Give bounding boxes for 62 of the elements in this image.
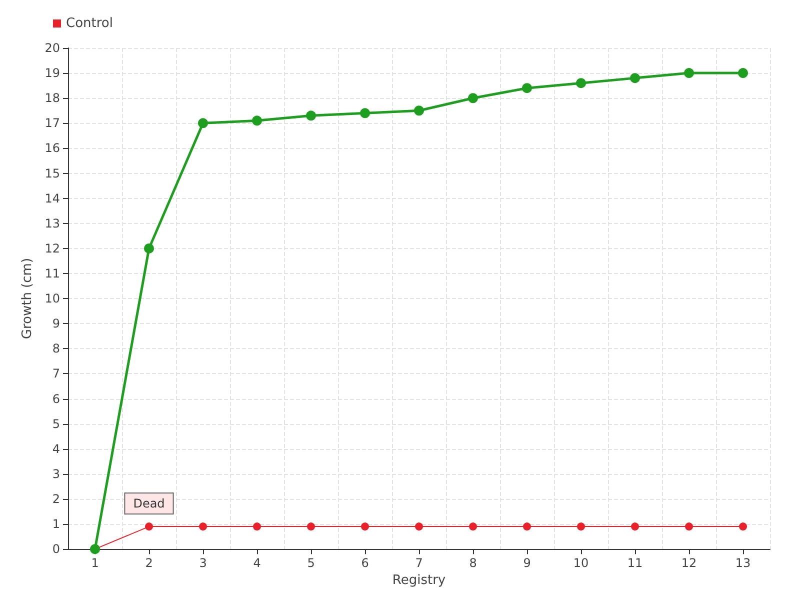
- x-tick-label: 12: [681, 556, 697, 570]
- y-tick-label: 0: [52, 542, 60, 556]
- point: [738, 68, 748, 78]
- point: [198, 118, 208, 128]
- y-tick-label: 11: [44, 266, 60, 280]
- y-tick-label: 1: [52, 517, 60, 532]
- annotation: Dead: [133, 496, 165, 511]
- point: [307, 522, 315, 531]
- point: [468, 93, 478, 104]
- y-axis-title: Growth (cm): [20, 258, 35, 340]
- y-tick-label: 17: [44, 116, 60, 130]
- y-tick-label: 10: [44, 292, 60, 306]
- point: [631, 522, 639, 531]
- x-tick-label: 1: [91, 556, 99, 570]
- point: [576, 78, 586, 88]
- x-tick-label: 4: [253, 556, 261, 570]
- x-tick-label: 10: [573, 556, 589, 570]
- y-tick-label: 2: [52, 492, 60, 506]
- y-tick-label: 3: [52, 466, 60, 481]
- y-tick-label: 19: [44, 66, 60, 80]
- point: [415, 522, 423, 531]
- x-axis-title: Registry: [392, 573, 446, 588]
- point: [145, 522, 153, 531]
- point: [684, 68, 694, 78]
- x-tick-label: 7: [415, 556, 423, 570]
- y-tick-label: 4: [52, 442, 60, 456]
- point: [306, 110, 316, 121]
- point: [253, 522, 261, 531]
- point: [252, 116, 262, 126]
- y-tick-label: 9: [52, 316, 60, 331]
- y-tick-label: 20: [44, 41, 60, 55]
- y-tick-label: 7: [52, 366, 60, 381]
- x-tick-label: 9: [523, 556, 531, 570]
- point: [144, 243, 154, 254]
- x-tick-label: 11: [627, 556, 643, 570]
- y-tick-label: 16: [44, 141, 60, 156]
- y-tick-label: 6: [52, 392, 60, 406]
- y-tick-label: 14: [44, 191, 60, 206]
- point: [414, 106, 424, 116]
- y-tick-label: 18: [44, 91, 60, 106]
- x-tick-label: 3: [199, 556, 207, 570]
- point: [199, 522, 207, 531]
- point: [361, 522, 369, 531]
- x-tick-label: 6: [361, 556, 369, 570]
- point: [523, 522, 531, 531]
- y-tick-label: 5: [52, 416, 60, 431]
- x-tick-label: 2: [145, 556, 153, 570]
- y-tick-label: 13: [44, 216, 60, 230]
- point: [630, 73, 640, 84]
- point: [685, 522, 693, 531]
- y-tick-label: 12: [44, 241, 60, 256]
- point: [577, 522, 585, 531]
- point: [522, 83, 532, 94]
- y-tick-label: 8: [52, 342, 60, 356]
- point: [360, 108, 370, 118]
- y-tick-label: 15: [44, 166, 60, 180]
- x-tick-label: 5: [307, 556, 315, 570]
- x-tick-label: 8: [469, 556, 477, 570]
- point: [469, 522, 477, 531]
- legend-label: Control: [66, 16, 113, 31]
- x-tick-label: 13: [735, 556, 751, 570]
- point: [739, 522, 747, 531]
